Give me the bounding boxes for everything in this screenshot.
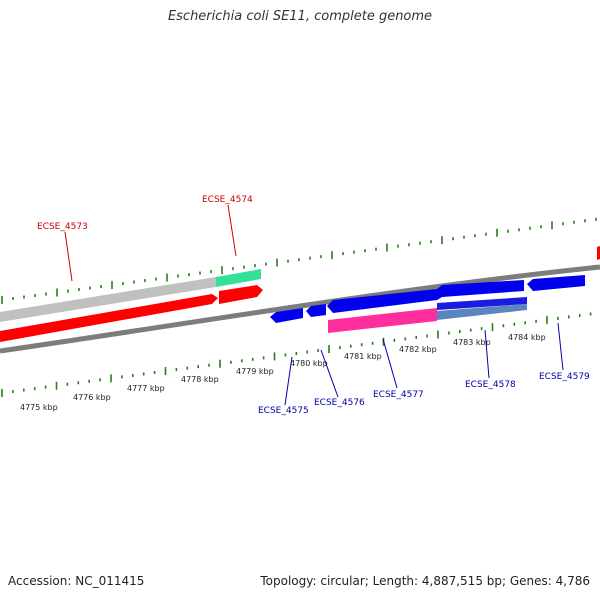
gene-label-ecse-4576[interactable]: ECSE_4576 — [314, 398, 365, 408]
gene-label-ecse-4574[interactable]: ECSE_4574 — [202, 195, 253, 205]
kbp-label: 4780 kbp — [290, 359, 328, 368]
gene-arrow-ecse-4577[interactable] — [327, 289, 437, 313]
genome-backbone — [0, 264, 600, 354]
gene-label-ecse-4577[interactable]: ECSE_4577 — [373, 390, 424, 400]
lower-tick-track — [1, 312, 592, 397]
gene-arrow-ecse-4573[interactable] — [0, 294, 218, 342]
genome-summary: Topology: circular; Length: 4,887,515 bp… — [260, 574, 590, 588]
kbp-label: 4776 kbp — [73, 393, 111, 402]
gene-label-ecse-4575[interactable]: ECSE_4575 — [258, 406, 309, 416]
kbp-label: 4775 kbp — [20, 403, 58, 412]
gene-label-ecse-4579[interactable]: ECSE_4579 — [539, 372, 590, 382]
gene-leader-lines — [64, 204, 564, 406]
kbp-label-group: 4775 kbp 4776 kbp 4777 kbp 4778 kbp 4779… — [20, 333, 546, 412]
kbp-label: 4781 kbp — [344, 352, 382, 361]
gene-arrow-ecse-4578[interactable] — [437, 280, 524, 300]
gene-arrow-ecse-4574[interactable] — [219, 285, 263, 304]
gene-arrow-ecse-4576[interactable] — [306, 304, 326, 317]
gene-label-ecse-4573[interactable]: ECSE_4573 — [37, 222, 88, 232]
steel-feature[interactable] — [437, 304, 527, 320]
accession-label: Accession: NC_011415 — [8, 574, 145, 588]
gray-feature[interactable] — [0, 277, 216, 322]
pink-feature[interactable] — [328, 308, 437, 333]
upper-tick-track — [1, 217, 597, 304]
gene-label-ecse-4578[interactable]: ECSE_4578 — [465, 380, 516, 390]
green-feature[interactable] — [216, 269, 261, 287]
blue-long-feature[interactable] — [437, 297, 527, 310]
kbp-label: 4779 kbp — [236, 367, 274, 376]
gene-arrow-right-edge[interactable] — [597, 246, 600, 260]
gene-labels: ECSE_4573 ECSE_4574 ECSE_4575 ECSE_4576 … — [37, 195, 590, 416]
kbp-label: 4782 kbp — [399, 345, 437, 354]
kbp-label: 4778 kbp — [181, 375, 219, 384]
gene-arrow-ecse-4575[interactable] — [270, 308, 303, 323]
kbp-label: 4783 kbp — [453, 338, 491, 347]
map-title: Escherichia coli SE11, complete genome — [167, 9, 433, 24]
kbp-label: 4777 kbp — [127, 384, 165, 393]
kbp-label: 4784 kbp — [508, 333, 546, 342]
gene-arrow-ecse-4579[interactable] — [527, 275, 585, 291]
